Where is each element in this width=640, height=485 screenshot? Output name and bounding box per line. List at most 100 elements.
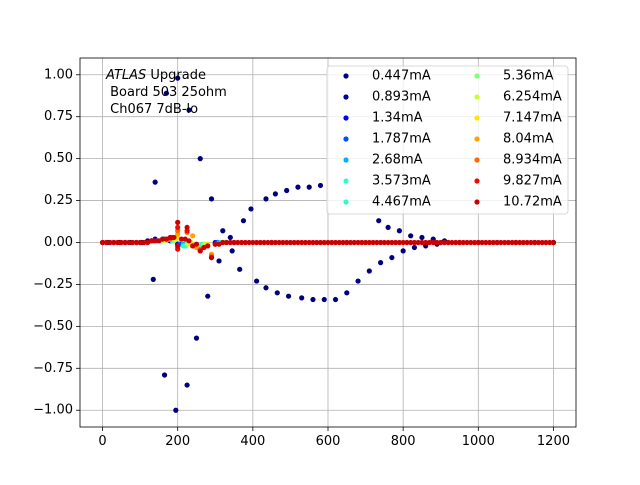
data-point (160, 236, 166, 242)
data-point (517, 239, 523, 246)
data-point (460, 239, 466, 246)
data-point (171, 234, 177, 241)
data-point (520, 239, 526, 246)
annotation: ATLAS Upgrade Board 503 25ohm Ch067 7dB-… (105, 68, 227, 117)
data-point (502, 239, 508, 246)
legend-label: 6.254mA (503, 90, 562, 105)
data-point (161, 372, 168, 378)
data-point (344, 239, 350, 246)
data-point (344, 290, 350, 296)
data-point (285, 293, 292, 299)
data-point (381, 239, 387, 246)
legend-frame (326, 65, 569, 215)
legend-label: 0.893mA (372, 90, 431, 105)
legend-marker (474, 136, 480, 142)
data-point (261, 239, 267, 246)
data-point (347, 239, 354, 246)
data-point (220, 239, 226, 246)
legend-label: 8.934mA (503, 153, 562, 168)
data-point (193, 241, 200, 247)
data-point (227, 234, 233, 241)
legend-marker (343, 178, 349, 184)
data-point (408, 233, 414, 239)
series-group (99, 219, 557, 261)
data-point (178, 236, 185, 242)
data-point (302, 239, 309, 246)
data-point (513, 239, 519, 246)
data-point (107, 239, 113, 246)
legend-label: 2.68mA (372, 153, 423, 168)
data-point (272, 191, 278, 197)
data-point (329, 239, 335, 246)
data-point (355, 239, 361, 246)
data-point (175, 219, 181, 225)
legend-marker (343, 199, 349, 205)
data-point (310, 239, 316, 246)
x-tick-label: 800 (391, 434, 416, 449)
data-point (490, 239, 496, 246)
data-point (263, 196, 269, 202)
data-point (238, 239, 245, 246)
legend-label: 1.34mA (372, 111, 423, 126)
data-point (126, 239, 132, 246)
data-point (468, 239, 474, 246)
x-tick-label: 0 (98, 434, 106, 449)
legend-marker (343, 157, 349, 163)
data-points (99, 75, 557, 413)
data-point (175, 224, 181, 231)
data-point (295, 184, 301, 190)
x-tick-label: 200 (165, 434, 190, 449)
legend-marker (474, 115, 480, 121)
data-point (475, 239, 481, 246)
data-point (114, 239, 121, 246)
annotation-line-1: ATLAS Upgrade (105, 68, 206, 83)
data-point (426, 239, 433, 246)
data-point (103, 239, 109, 246)
data-point (184, 382, 190, 388)
data-point (208, 196, 215, 202)
legend-label: 4.467mA (372, 195, 431, 210)
data-point (163, 90, 170, 96)
data-point (208, 254, 215, 261)
data-point (445, 239, 451, 246)
data-point (400, 248, 406, 254)
data-point (325, 239, 331, 246)
plot-frame (79, 57, 577, 428)
data-point (220, 228, 226, 234)
data-point (152, 238, 158, 244)
annotation-atlas: ATLAS (105, 68, 146, 83)
legend-label: 1.787mA (372, 132, 431, 147)
legend-marker (343, 73, 349, 79)
data-point (205, 293, 211, 299)
data-point (254, 239, 260, 246)
data-point (240, 218, 247, 224)
y-tick-label: 0.25 (44, 193, 73, 208)
data-point (543, 239, 549, 246)
data-point (441, 239, 448, 246)
data-point (137, 239, 143, 246)
data-point (265, 239, 271, 246)
data-point (287, 239, 294, 246)
data-point (393, 239, 399, 246)
legend-marker (474, 73, 480, 79)
legend-label: 5.36mA (503, 69, 554, 84)
legend-marker (474, 178, 480, 184)
data-point (321, 296, 327, 303)
data-point (370, 239, 376, 246)
data-point (483, 239, 489, 246)
data-point (434, 239, 440, 246)
data-point (284, 187, 290, 194)
data-point (193, 335, 200, 341)
data-point (411, 239, 418, 246)
x-tick-label: 600 (316, 434, 341, 449)
data-point (197, 156, 203, 162)
data-point (464, 239, 470, 246)
annotation-line-3: Ch067 7dB-lo (106, 102, 198, 117)
data-point (524, 239, 530, 246)
legend-marker (343, 115, 349, 121)
data-point (254, 278, 260, 284)
axes: 0 200 400 600 800 1000 1200 −1.00 −0.75 −0.50 −0.2… (33, 57, 577, 449)
data-point (216, 258, 222, 264)
